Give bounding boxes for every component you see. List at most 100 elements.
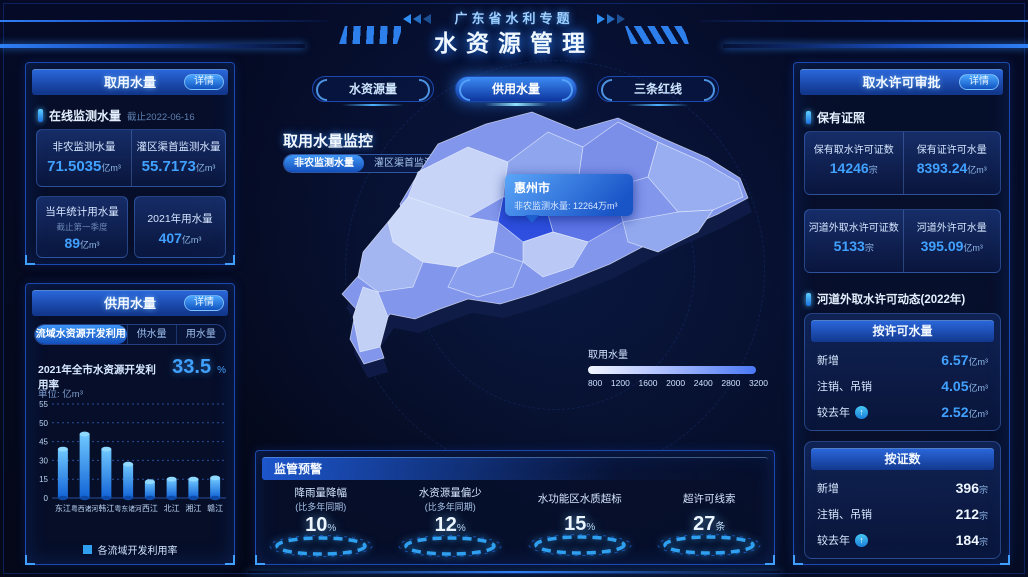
outriver-volume-cell: 河道外许可水量 395.09亿m³ — [902, 210, 1001, 272]
svg-text:45: 45 — [39, 438, 48, 447]
svg-text:韩江: 韩江 — [98, 503, 114, 513]
retained-volume-cell: 保有证许可水量 8393.24亿m³ — [902, 132, 1001, 194]
dashed-ring-icon — [398, 535, 502, 558]
header: 广东省水利专题 水资源管理 — [0, 0, 1028, 58]
panel-permit-approval: 取水许可审批 详情 保有证照 保有取水许可证数 14246宗 保有证许可水量 8… — [793, 62, 1010, 565]
svg-text:赣江: 赣江 — [207, 503, 223, 513]
svg-text:西江: 西江 — [142, 504, 158, 513]
nonfarm-label: 非农监测水量 — [52, 141, 116, 153]
bar-韩江 — [101, 449, 112, 498]
tab-basin-utilization[interactable]: 流域水资源开发利用 — [35, 325, 127, 344]
group-by-volume: 按许可水量 新增 6.57亿m³ 注销、吊销 4.05亿m³ 较去年 ↑ 2.52… — [804, 313, 1001, 431]
group-by-volume-title: 按许可水量 — [811, 320, 994, 342]
svg-text:50: 50 — [39, 419, 48, 428]
permit-detail-button[interactable]: 详情 — [959, 74, 999, 90]
toggle-nonfarm-monitor[interactable]: 非农监测水量 — [284, 155, 364, 172]
warning-quality-exceed: 水功能区水质超标 15% — [515, 487, 645, 560]
legend-label: 各流域开发利用率 — [97, 546, 178, 557]
header-glowline-right — [723, 44, 1028, 48]
warning-items: 降雨量降幅 (比多年同期) 10% 水资源量偏少 (比多年同期) 12% 水功能… — [256, 487, 774, 560]
svg-text:湘江: 湘江 — [185, 503, 201, 513]
utilization-rate-row: 2021年全市水资源开发利用率 33.5 % — [38, 356, 226, 391]
legend-square-icon — [82, 545, 92, 554]
year-stat-label: 当年统计用水量 — [45, 206, 119, 218]
scale-label: 取用水量 — [588, 350, 628, 361]
tab-supply-volume[interactable]: 供水量 — [126, 325, 176, 344]
row-new-count: 新增 396宗 — [817, 480, 988, 496]
permit-section2: 河道外取水许可动态(2022年) — [806, 291, 965, 307]
dashed-ring-icon — [657, 534, 761, 557]
warning-permit-clues: 超许可线索 27条 — [645, 487, 775, 560]
prev-year-value: 407 — [158, 230, 182, 246]
group-by-count: 按证数 新增 396宗 注销、吊销 212宗 较去年 ↑ 184宗 — [804, 441, 1001, 559]
asof-date: 截止2022-06-16 — [127, 111, 195, 123]
warning-title: 监管预警 — [262, 457, 768, 480]
supply-tabs: 流域水资源开发利用 供水量 用水量 — [34, 324, 226, 345]
svg-text:北江: 北江 — [164, 504, 180, 513]
year-stat-card: 当年统计用水量 截止第一季度 89亿m³ — [36, 196, 128, 258]
svg-text:15: 15 — [39, 475, 48, 484]
panel-supply-usage: 供用水量 详情 流域水资源开发利用 供水量 用水量 2021年全市水资源开发利用… — [25, 283, 235, 565]
dashed-ring-icon — [528, 534, 632, 557]
supply-detail-button[interactable]: 详情 — [184, 295, 224, 311]
intake-section-header: 在线监测水量 截止2022-06-16 — [38, 107, 195, 124]
bar-赣江 — [210, 477, 221, 498]
bar-粤西诸河 — [79, 434, 90, 498]
map-metric-toggles: 非农监测水量 灌区渠首监测水量 — [283, 154, 465, 173]
tooltip-metric-line: 非农监测水量: 12264万m³ — [514, 201, 618, 211]
svg-text:东江: 东江 — [55, 503, 71, 513]
bar-粤东诸河 — [123, 464, 134, 498]
chevrons-right-icon — [596, 10, 626, 28]
chart-unit-label: 单位: 亿m³ — [38, 389, 83, 400]
up-arrow-icon: ↑ — [855, 405, 868, 419]
chart-legend: 各流域开发利用率 — [26, 542, 234, 557]
online-monitor-label: 在线监测水量 — [49, 109, 122, 123]
outriver-count-cell: 河道外取水许可证数 5133宗 — [808, 223, 899, 254]
up-arrow-icon: ↑ — [855, 533, 868, 547]
svg-text:55: 55 — [39, 400, 48, 409]
section-bullet-icon — [38, 109, 43, 122]
tab-supply-water[interactable]: 供用水量 — [455, 76, 577, 106]
svg-text:30: 30 — [39, 456, 48, 465]
canal-monitor-cell: 灌区渠首监测水量 55.7173亿m³ — [131, 130, 225, 186]
tab-usage-volume[interactable]: 用水量 — [175, 325, 225, 344]
warning-resource-less: 水资源量偏少 (比多年同期) 12% — [386, 487, 516, 560]
tooltip-city: 惠州市 — [514, 181, 551, 195]
section-bullet-icon — [806, 292, 811, 306]
nonfarm-value: 71.5035 — [47, 158, 102, 175]
bar-西江 — [144, 481, 155, 498]
bottom-glow-line — [248, 571, 780, 573]
header-subtitle: 广东省水利专题 — [454, 11, 574, 26]
outriver-permit-card: 河道外取水许可证数 5133宗 河道外许可水量 395.09亿m³ — [804, 209, 1001, 273]
header-line-right — [698, 20, 1028, 22]
guangdong-map[interactable] — [318, 102, 782, 388]
svg-text:粤东诸河: 粤东诸河 — [115, 504, 142, 513]
prev-year-card: 2021年用水量 407亿m³ — [134, 196, 226, 258]
panel-supervision-warning: 监管预警 降雨量降幅 (比多年同期) 10% 水资源量偏少 (比多年同期) 12… — [255, 450, 775, 565]
canal-label: 灌区渠首监测水量 — [136, 141, 221, 153]
row-vs-lastyear-count: 较去年 ↑ 184宗 — [817, 532, 988, 548]
nonfarm-monitor-cell: 非农监测水量 71.5035亿m³ — [37, 130, 131, 186]
svg-text:粤西诸河: 粤西诸河 — [71, 504, 98, 513]
tab-three-redlines[interactable]: 三条红线 — [597, 76, 719, 106]
map-tooltip: 惠州市 非农监测水量: 12264万m³ — [505, 174, 633, 223]
bar-北江 — [166, 479, 177, 498]
canal-value: 55.7173 — [141, 158, 196, 175]
scale-gradient-bar — [588, 366, 756, 374]
toggle-canal-monitor[interactable]: 灌区渠首监测水量 — [374, 158, 454, 169]
intake-detail-button[interactable]: 详情 — [184, 74, 224, 90]
prev-year-label: 2021年用水量 — [147, 213, 213, 225]
section-bullet-icon — [806, 111, 811, 124]
row-cancelled-volume: 注销、吊销 4.05亿m³ — [817, 378, 988, 394]
row-new-volume: 新增 6.57亿m³ — [817, 352, 988, 368]
bar-东江 — [57, 449, 68, 498]
group-by-count-title: 按证数 — [811, 448, 994, 470]
tab-water-resources[interactable]: 水资源量 — [312, 76, 434, 106]
svg-text:0: 0 — [44, 494, 49, 503]
bar-湘江 — [188, 479, 199, 498]
retained-permit-card: 保有取水许可证数 14246宗 保有证许可水量 8393.24亿m³ — [804, 131, 1001, 195]
permit-section1: 保有证照 — [806, 109, 865, 126]
dashed-ring-icon — [269, 535, 373, 558]
map-color-scale: 取用水量 800 1200 1600 2000 2400 2800 3200 — [588, 346, 768, 388]
monitor-card: 非农监测水量 71.5035亿m³ 灌区渠首监测水量 55.7173亿m³ — [36, 129, 226, 187]
